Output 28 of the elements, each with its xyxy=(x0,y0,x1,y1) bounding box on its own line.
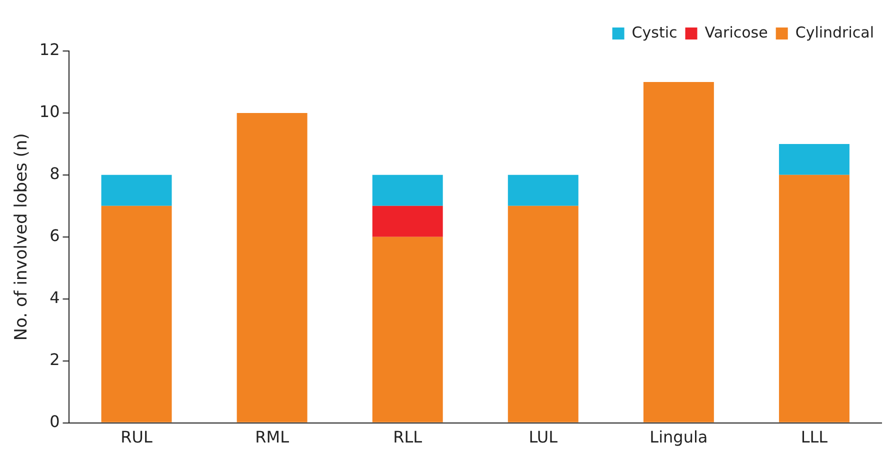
bar xyxy=(643,82,714,422)
y-axis-title: No. of involved lobes (n) xyxy=(12,133,32,341)
y-tick-label: 4 xyxy=(50,288,60,308)
x-tick-label: RLL xyxy=(393,428,422,447)
y-tick-label: 0 xyxy=(50,412,60,431)
bar xyxy=(101,206,172,422)
x-tick-label: LLL xyxy=(800,428,828,447)
y-tick-label: 8 xyxy=(50,164,60,184)
x-tick-label: LUL xyxy=(528,428,558,447)
legend-label: Varicose xyxy=(704,23,768,42)
y-tick-label: 6 xyxy=(50,226,60,246)
legend-label: Cylindrical xyxy=(795,23,874,42)
bar xyxy=(508,174,578,206)
y-tick-label: 10 xyxy=(39,102,60,122)
bar xyxy=(778,144,850,175)
x-tick-label: RML xyxy=(255,428,290,447)
legend-label: Cystic xyxy=(632,23,678,42)
x-tick-label: RUL xyxy=(120,428,152,447)
bar xyxy=(236,112,308,422)
y-tick-label: 12 xyxy=(39,40,60,60)
x-tick-label: Lingula xyxy=(650,428,708,447)
bar xyxy=(372,174,443,206)
bar xyxy=(778,174,850,422)
bar xyxy=(101,174,172,206)
bar xyxy=(372,236,443,422)
bar xyxy=(372,206,443,237)
bar xyxy=(508,206,578,422)
y-tick-label: 2 xyxy=(50,350,60,369)
